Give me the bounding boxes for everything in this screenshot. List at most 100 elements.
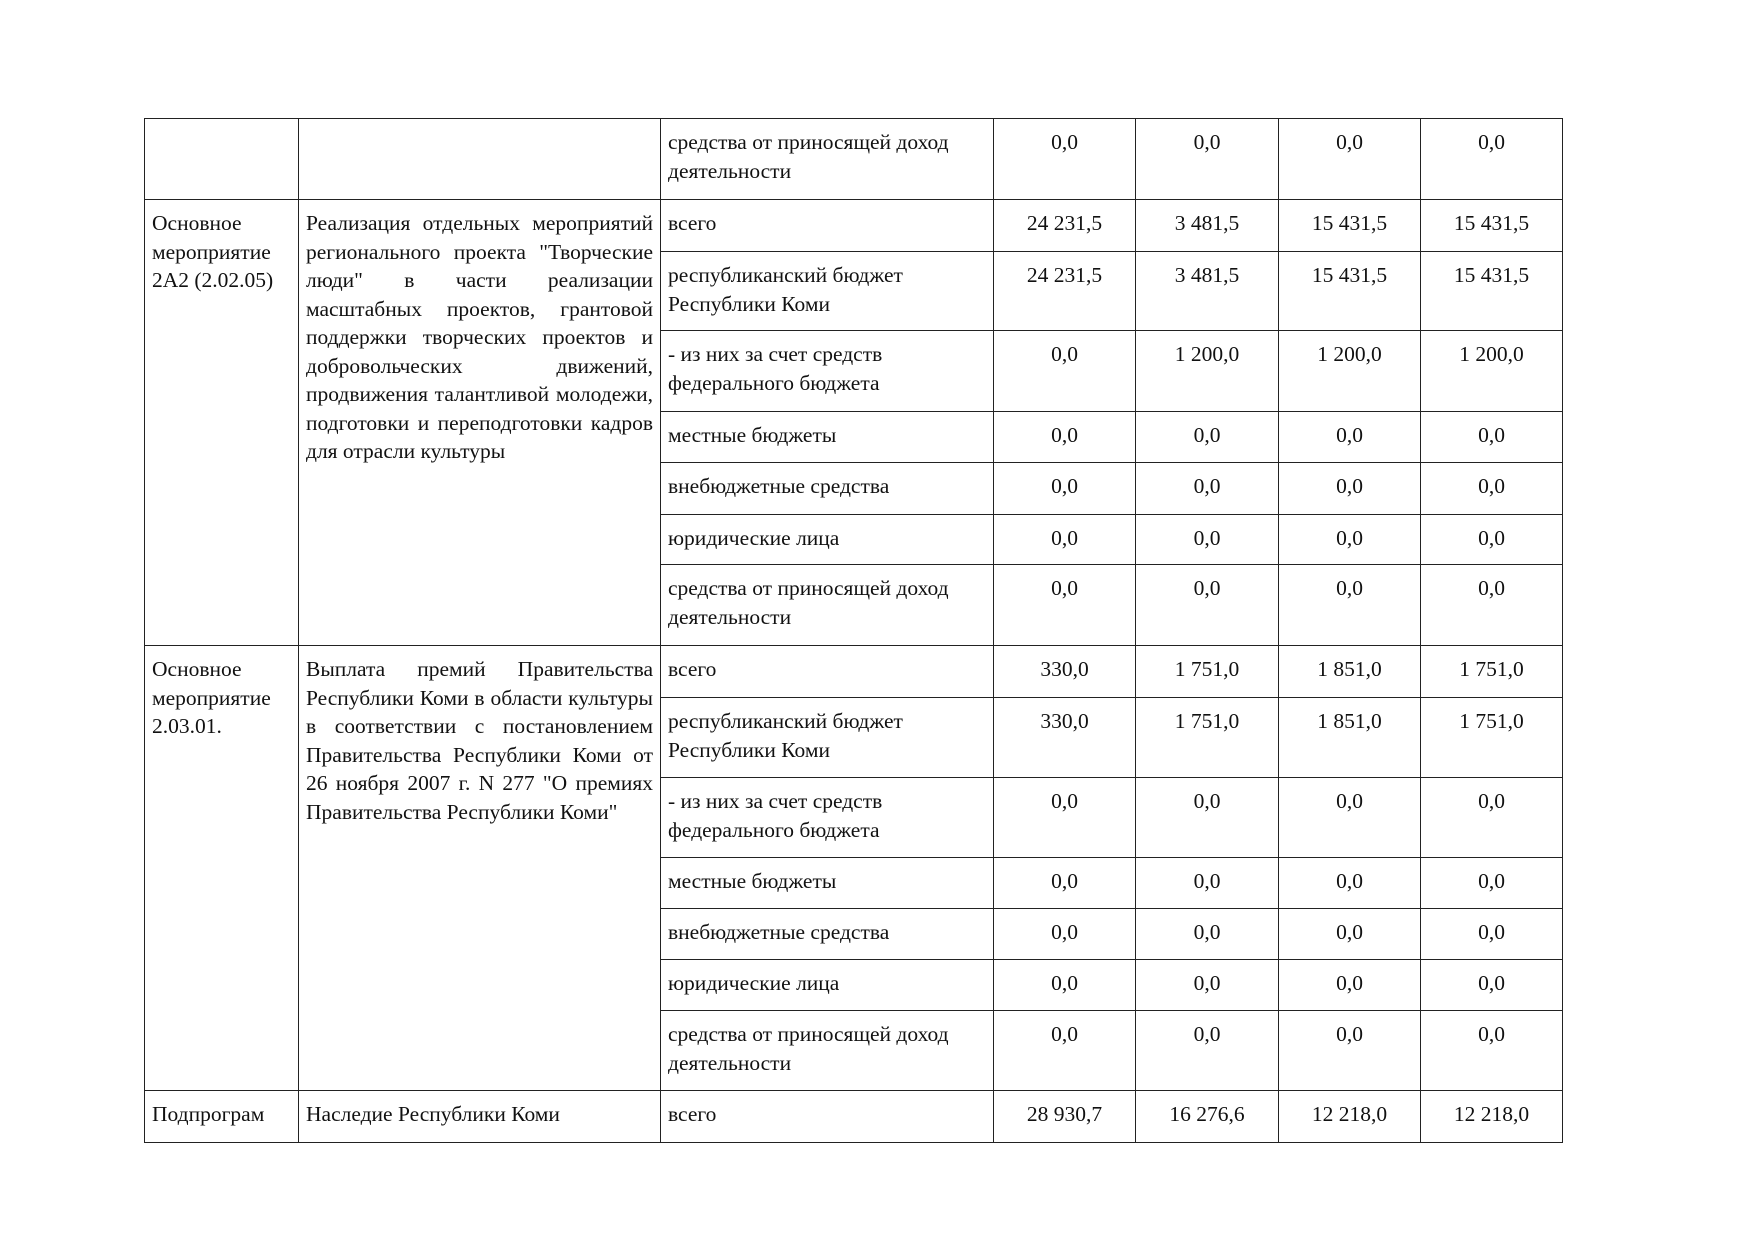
amount-cell: 0,0 xyxy=(1135,908,1279,960)
amount-cell: 0,0 xyxy=(1278,564,1421,646)
table-row: юридические лица 0,0 0,0 0,0 0,0 xyxy=(145,959,1563,1011)
amount-cell: 1 751,0 xyxy=(1420,645,1563,698)
amount-cell: 0,0 xyxy=(1135,1010,1279,1091)
activity-name-cell: Выплата премий Правительства Республики … xyxy=(298,645,661,1091)
amount-cell: 24 231,5 xyxy=(993,199,1136,252)
amount-cell: 1 751,0 xyxy=(1135,697,1279,778)
amount-cell: 0,0 xyxy=(1278,118,1421,200)
amount-cell: 0,0 xyxy=(1278,908,1421,960)
amount-cell: 0,0 xyxy=(993,411,1136,463)
table-row: Основное мероприятие 2А2 (2.02.05) Реализ… xyxy=(144,199,1563,646)
amount-cell: 0,0 xyxy=(993,959,1136,1011)
amount-cell: 0,0 xyxy=(1135,959,1279,1011)
amount-cell: 1 851,0 xyxy=(1278,697,1421,778)
funding-source-cell: юридические лица xyxy=(660,959,994,1011)
amount-cell: 0,0 xyxy=(1135,118,1279,200)
amount-cell: 15 431,5 xyxy=(1278,251,1421,331)
amount-cell: 0,0 xyxy=(993,462,1136,515)
funding-table-body: средства от приносящей доход деятельност… xyxy=(144,118,1563,1143)
amount-cell: 0,0 xyxy=(993,1010,1136,1091)
amount-cell: 0,0 xyxy=(993,330,1136,412)
amount-cell: 0,0 xyxy=(1420,908,1563,960)
amount-cell: 0,0 xyxy=(1135,564,1279,646)
funding-source-cell: республиканский бюджет Республики Коми xyxy=(660,251,994,331)
amount-cell: 0,0 xyxy=(1420,1010,1563,1091)
amount-cell: 0,0 xyxy=(1420,118,1563,200)
amount-cell: 0,0 xyxy=(1278,777,1421,858)
funding-source-cell: средства от приносящей доход деятельност… xyxy=(660,564,994,646)
amount-cell: 1 751,0 xyxy=(1135,645,1279,698)
amount-cell: 0,0 xyxy=(1278,411,1421,463)
amount-cell: 330,0 xyxy=(993,645,1136,698)
amount-cell: 0,0 xyxy=(1420,959,1563,1011)
amount-cell: 28 930,7 xyxy=(993,1090,1136,1143)
amount-cell: 0,0 xyxy=(1420,411,1563,463)
amount-cell: 0,0 xyxy=(1278,514,1421,565)
amount-cell: 0,0 xyxy=(993,514,1136,565)
amount-cell: 0,0 xyxy=(1278,462,1421,515)
funding-source-cell: всего xyxy=(660,645,994,698)
amount-cell: 330,0 xyxy=(993,697,1136,778)
funding-source-cell: - из них за счет средств федерального бю… xyxy=(660,330,994,412)
funding-source-cell: всего xyxy=(660,1090,994,1143)
amount-cell: 0,0 xyxy=(1135,514,1279,565)
table-row: республиканский бюджет Республики Коми 33… xyxy=(145,697,1563,778)
amount-cell: 3 481,5 xyxy=(1135,251,1279,331)
funding-source-cell: - из них за счет средств федерального бю… xyxy=(660,777,994,858)
funding-source-cell: средства от приносящей доход деятельност… xyxy=(660,1010,994,1091)
amount-cell: 0,0 xyxy=(1420,514,1563,565)
amount-cell: 1 851,0 xyxy=(1278,645,1421,698)
table-row: средства от приносящей доход деятельност… xyxy=(145,564,1563,646)
table-row: - из них за счет средств федерального бю… xyxy=(145,330,1563,412)
amount-cell: 0,0 xyxy=(1135,857,1279,909)
amount-cell: 1 751,0 xyxy=(1420,697,1563,778)
amount-cell: 0,0 xyxy=(1420,857,1563,909)
activity-code-cell: Основное мероприятие 2.03.01. xyxy=(144,645,299,1091)
amount-cell: 15 431,5 xyxy=(1278,199,1421,252)
amount-cell: 0,0 xyxy=(1420,777,1563,858)
amount-cell: 0,0 xyxy=(1135,777,1279,858)
activity-code-cell xyxy=(144,118,299,200)
funding-source-cell: средства от приносящей доход деятельност… xyxy=(660,118,994,200)
amount-cell: 0,0 xyxy=(1135,462,1279,515)
activity-name-cell xyxy=(298,118,661,200)
amount-cell: 1 200,0 xyxy=(1278,330,1421,412)
funding-table: средства от приносящей доход деятельност… xyxy=(144,118,1563,1143)
amount-cell: 15 431,5 xyxy=(1420,199,1563,252)
amount-cell: 15 431,5 xyxy=(1420,251,1563,331)
funding-source-cell: местные бюджеты xyxy=(660,411,994,463)
funding-source-cell: юридические лица xyxy=(660,514,994,565)
amount-cell: 1 200,0 xyxy=(1135,330,1279,412)
amount-cell: 0,0 xyxy=(1135,411,1279,463)
table-row: республиканский бюджет Республики Коми 24… xyxy=(145,251,1563,331)
funding-source-cell: внебюджетные средства xyxy=(660,462,994,515)
table-row: внебюджетные средства 0,0 0,0 0,0 0,0 xyxy=(145,462,1563,515)
amount-cell: 0,0 xyxy=(1420,564,1563,646)
activity-code-cell: Подпрограм xyxy=(144,1090,299,1143)
amount-cell: 0,0 xyxy=(1278,857,1421,909)
amount-cell: 16 276,6 xyxy=(1135,1090,1279,1143)
amount-cell: 1 200,0 xyxy=(1420,330,1563,412)
amount-cell: 3 481,5 xyxy=(1135,199,1279,252)
funding-source-cell: внебюджетные средства xyxy=(660,908,994,960)
amount-cell: 0,0 xyxy=(1420,462,1563,515)
table-row: местные бюджеты 0,0 0,0 0,0 0,0 xyxy=(145,857,1563,909)
amount-cell: 0,0 xyxy=(993,118,1136,200)
table-row: средства от приносящей доход деятельност… xyxy=(145,1010,1563,1091)
amount-cell: 0,0 xyxy=(993,777,1136,858)
amount-cell: 12 218,0 xyxy=(1420,1090,1563,1143)
funding-source-cell: местные бюджеты xyxy=(660,857,994,909)
amount-cell: 0,0 xyxy=(993,564,1136,646)
amount-cell: 0,0 xyxy=(1278,1010,1421,1091)
table-row: Основное мероприятие 2.03.01. Выплата пре… xyxy=(144,645,1563,1091)
table-row: юридические лица 0,0 0,0 0,0 0,0 xyxy=(145,514,1563,565)
funding-source-cell: всего xyxy=(660,199,994,252)
activity-name-cell: Наследие Республики Коми xyxy=(298,1090,661,1143)
table-row: средства от приносящей доход деятельност… xyxy=(144,118,1563,200)
amount-cell: 0,0 xyxy=(993,908,1136,960)
funding-source-cell: республиканский бюджет Республики Коми xyxy=(660,697,994,778)
amount-cell: 0,0 xyxy=(1278,959,1421,1011)
amount-cell: 0,0 xyxy=(993,857,1136,909)
activity-code-cell: Основное мероприятие 2А2 (2.02.05) xyxy=(144,199,299,646)
table-row: Подпрограм Наследие Республики Коми всего 2… xyxy=(144,1090,1563,1143)
